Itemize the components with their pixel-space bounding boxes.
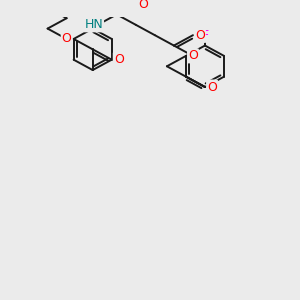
- Text: O: O: [138, 0, 148, 11]
- Text: HN: HN: [84, 18, 103, 31]
- Text: O: O: [62, 32, 72, 46]
- Text: O: O: [188, 50, 198, 62]
- Text: O: O: [195, 29, 205, 42]
- Text: O: O: [207, 80, 217, 94]
- Text: F: F: [201, 29, 208, 42]
- Text: O: O: [114, 53, 124, 66]
